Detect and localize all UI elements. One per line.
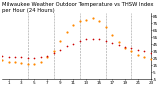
Point — [27, 63, 29, 64]
Point — [98, 21, 100, 22]
Point — [27, 58, 29, 59]
Point — [33, 63, 36, 64]
Point — [137, 54, 139, 55]
Point — [85, 19, 88, 21]
Point — [104, 26, 107, 27]
Point — [111, 35, 113, 36]
Point — [130, 51, 133, 52]
Text: Milwaukee Weather Outdoor Temperature vs THSW Index per Hour (24 Hours): Milwaukee Weather Outdoor Temperature vs… — [2, 2, 154, 13]
Point — [143, 51, 146, 52]
Point — [65, 31, 68, 32]
Point — [7, 61, 10, 62]
Point — [52, 53, 55, 54]
Point — [124, 47, 126, 48]
Point — [91, 38, 94, 39]
Point — [143, 56, 146, 58]
Point — [52, 50, 55, 51]
Point — [46, 55, 49, 57]
Point — [72, 43, 75, 44]
Point — [137, 49, 139, 51]
Point — [33, 58, 36, 59]
Point — [7, 56, 10, 58]
Point — [65, 46, 68, 47]
Point — [40, 61, 42, 62]
Point — [104, 40, 107, 41]
Point — [46, 57, 49, 58]
Point — [130, 48, 133, 49]
Point — [40, 57, 42, 58]
Point — [78, 40, 81, 41]
Point — [111, 42, 113, 44]
Point — [98, 39, 100, 40]
Point — [72, 25, 75, 26]
Point — [124, 46, 126, 48]
Point — [1, 55, 3, 57]
Point — [59, 40, 62, 41]
Point — [117, 41, 120, 43]
Point — [150, 52, 152, 53]
Point — [14, 57, 16, 58]
Point — [117, 44, 120, 46]
Point — [150, 58, 152, 60]
Point — [20, 62, 23, 64]
Point — [14, 62, 16, 63]
Point — [85, 39, 88, 40]
Point — [59, 49, 62, 51]
Point — [1, 60, 3, 61]
Point — [20, 57, 23, 58]
Point — [91, 18, 94, 19]
Point — [78, 21, 81, 22]
